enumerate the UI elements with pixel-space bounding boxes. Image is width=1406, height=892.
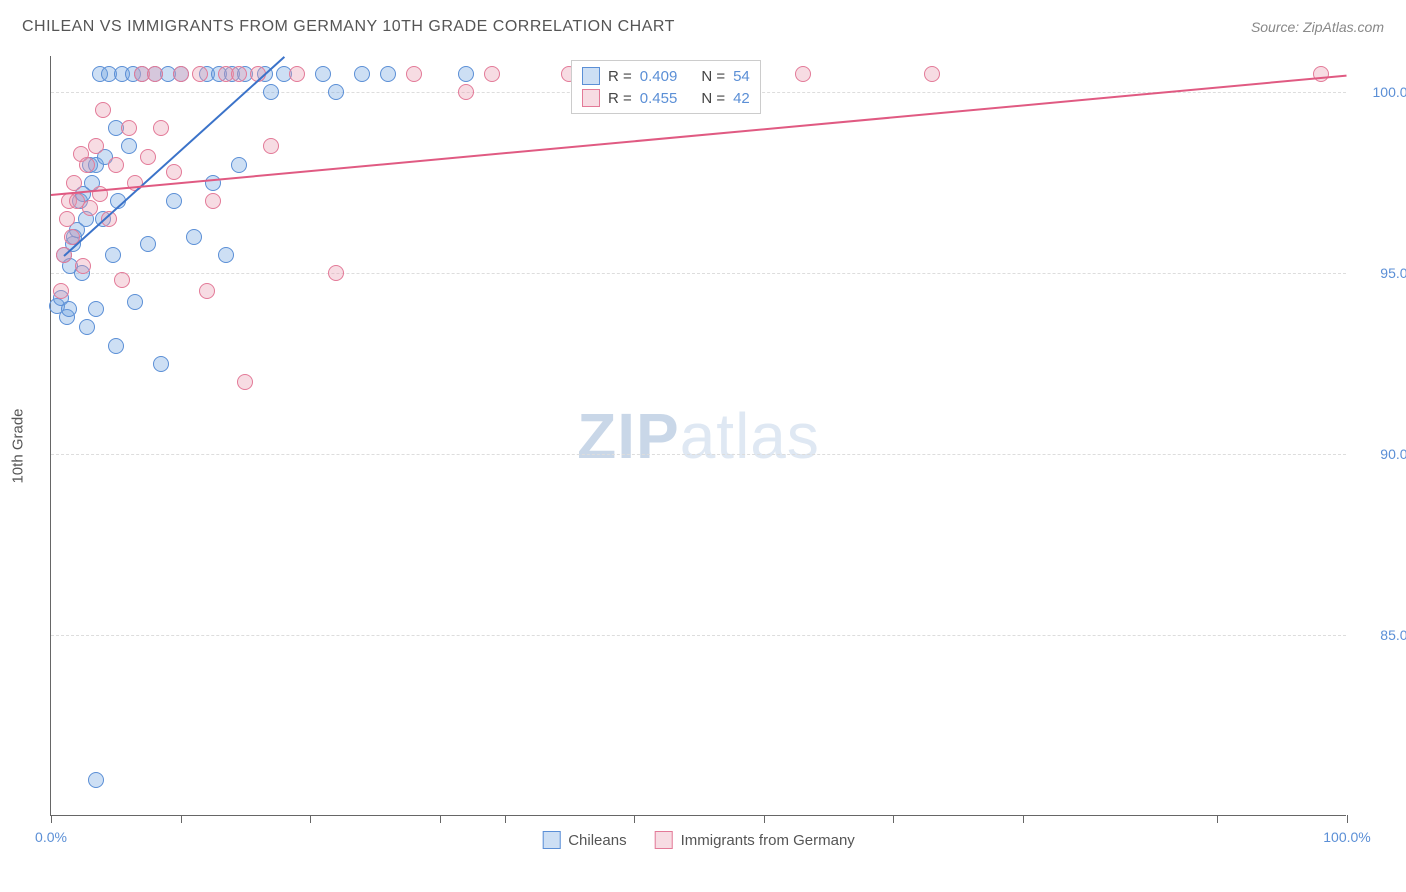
- scatter-point: [79, 319, 95, 335]
- watermark: ZIPatlas: [577, 399, 820, 473]
- y-tick-label: 90.0%: [1350, 446, 1406, 462]
- stats-box: R = 0.409 N = 54 R = 0.455 N = 42: [571, 60, 761, 114]
- legend-swatch: [655, 831, 673, 849]
- scatter-point: [121, 120, 137, 136]
- scatter-point: [205, 193, 221, 209]
- r-value: 0.455: [640, 90, 678, 107]
- scatter-point: [205, 175, 221, 191]
- scatter-point: [114, 272, 130, 288]
- x-tick: [440, 815, 441, 823]
- y-tick-label: 85.0%: [1350, 627, 1406, 643]
- scatter-point: [66, 175, 82, 191]
- scatter-point: [199, 283, 215, 299]
- gridline: [51, 273, 1346, 274]
- scatter-point: [140, 236, 156, 252]
- scatter-point: [1313, 66, 1329, 82]
- scatter-point: [127, 294, 143, 310]
- scatter-point: [795, 66, 811, 82]
- series-swatch: [582, 67, 600, 85]
- x-tick: [764, 815, 765, 823]
- scatter-point: [315, 66, 331, 82]
- scatter-point: [147, 66, 163, 82]
- scatter-point: [79, 157, 95, 173]
- scatter-point: [186, 229, 202, 245]
- scatter-point: [328, 84, 344, 100]
- scatter-point: [75, 258, 91, 274]
- n-value: 42: [733, 90, 750, 107]
- scatter-point: [218, 247, 234, 263]
- scatter-point: [484, 66, 500, 82]
- scatter-point: [59, 211, 75, 227]
- x-tick: [893, 815, 894, 823]
- scatter-point: [108, 338, 124, 354]
- scatter-point: [231, 66, 247, 82]
- scatter-point: [95, 102, 111, 118]
- r-label: R =: [608, 68, 632, 85]
- scatter-point: [406, 66, 422, 82]
- scatter-point: [88, 301, 104, 317]
- chart-legend: Chileans Immigrants from Germany: [542, 831, 855, 849]
- x-tick: [1347, 815, 1348, 823]
- scatter-chart: ZIPatlas 85.0%90.0%95.0%100.0%0.0%100.0%…: [50, 56, 1346, 816]
- scatter-point: [924, 66, 940, 82]
- scatter-point: [105, 247, 121, 263]
- legend-item: Immigrants from Germany: [655, 831, 855, 849]
- scatter-point: [192, 66, 208, 82]
- scatter-point: [173, 66, 189, 82]
- y-axis-label: 10th Grade: [10, 408, 27, 483]
- x-tick: [310, 815, 311, 823]
- scatter-point: [108, 157, 124, 173]
- x-tick-label: 100.0%: [1323, 829, 1370, 845]
- scatter-point: [263, 84, 279, 100]
- scatter-point: [61, 301, 77, 317]
- scatter-point: [237, 374, 253, 390]
- gridline: [51, 454, 1346, 455]
- x-tick: [634, 815, 635, 823]
- legend-item: Chileans: [542, 831, 626, 849]
- legend-label: Immigrants from Germany: [681, 832, 855, 849]
- y-tick-label: 100.0%: [1350, 84, 1406, 100]
- x-tick: [181, 815, 182, 823]
- chart-source: Source: ZipAtlas.com: [1251, 19, 1384, 35]
- scatter-point: [166, 193, 182, 209]
- r-value: 0.409: [640, 68, 678, 85]
- x-tick: [1217, 815, 1218, 823]
- x-tick: [51, 815, 52, 823]
- stats-row: R = 0.409 N = 54: [582, 65, 750, 87]
- scatter-point: [140, 149, 156, 165]
- scatter-point: [328, 265, 344, 281]
- scatter-point: [354, 66, 370, 82]
- scatter-point: [380, 66, 396, 82]
- r-label: R =: [608, 90, 632, 107]
- scatter-point: [166, 164, 182, 180]
- scatter-point: [153, 356, 169, 372]
- n-label: N =: [701, 68, 725, 85]
- chart-header: CHILEAN VS IMMIGRANTS FROM GERMANY 10TH …: [0, 0, 1406, 44]
- scatter-point: [53, 283, 69, 299]
- scatter-point: [458, 84, 474, 100]
- scatter-point: [263, 138, 279, 154]
- x-tick: [505, 815, 506, 823]
- legend-label: Chileans: [568, 832, 626, 849]
- scatter-point: [121, 138, 137, 154]
- gridline: [51, 635, 1346, 636]
- legend-swatch: [542, 831, 560, 849]
- y-tick-label: 95.0%: [1350, 265, 1406, 281]
- scatter-point: [153, 120, 169, 136]
- scatter-point: [458, 66, 474, 82]
- n-label: N =: [701, 90, 725, 107]
- x-tick: [1023, 815, 1024, 823]
- scatter-point: [88, 772, 104, 788]
- n-value: 54: [733, 68, 750, 85]
- scatter-point: [88, 138, 104, 154]
- x-tick-label: 0.0%: [35, 829, 67, 845]
- stats-row: R = 0.455 N = 42: [582, 87, 750, 109]
- series-swatch: [582, 89, 600, 107]
- chart-title: CHILEAN VS IMMIGRANTS FROM GERMANY 10TH …: [22, 18, 675, 36]
- scatter-point: [231, 157, 247, 173]
- scatter-point: [289, 66, 305, 82]
- scatter-point: [82, 200, 98, 216]
